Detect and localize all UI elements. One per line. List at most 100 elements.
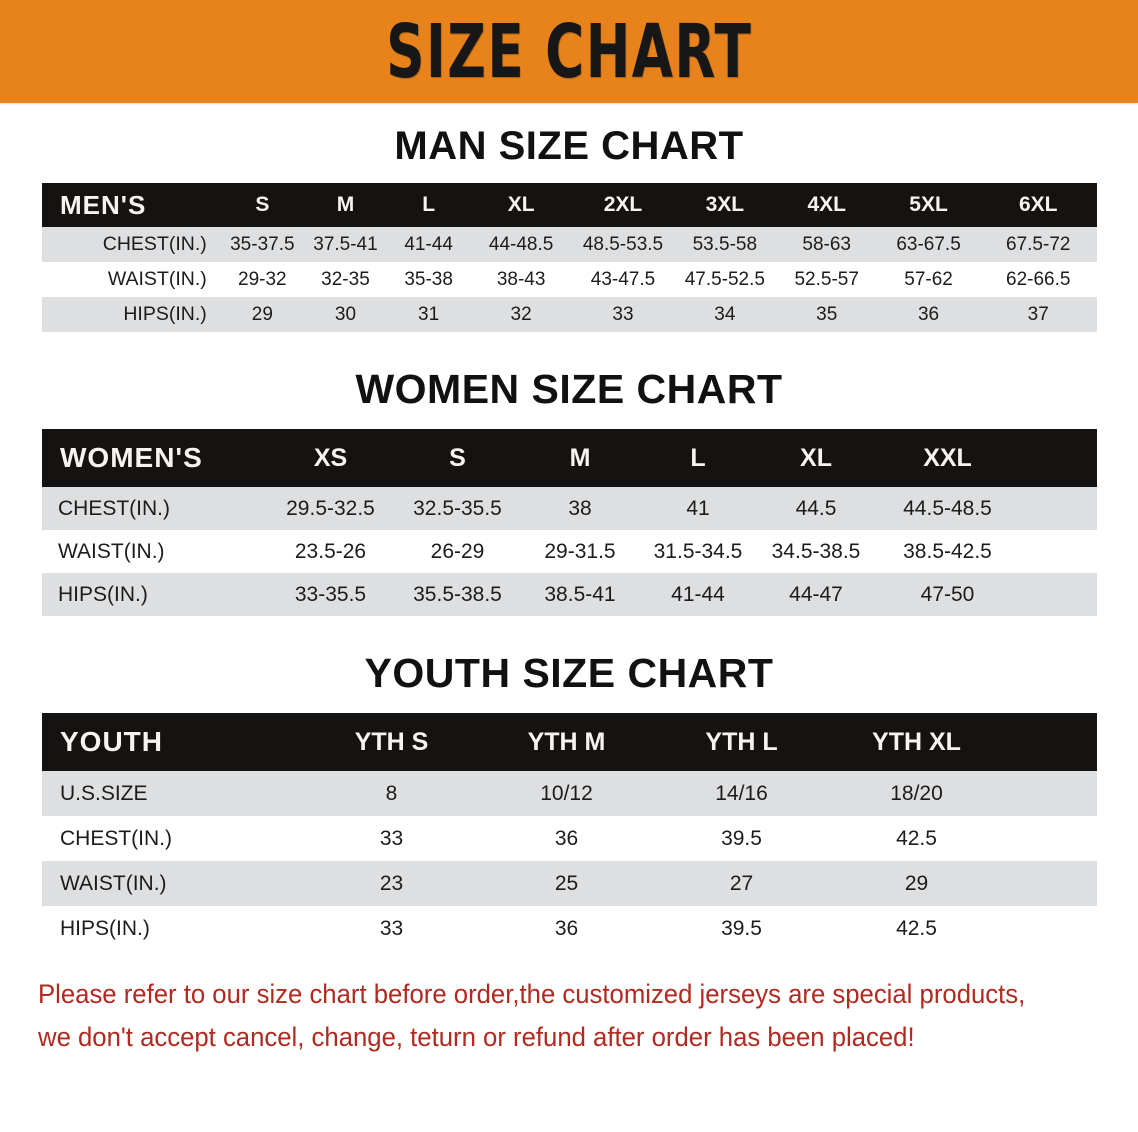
man-column-header-l: L	[422, 193, 436, 216]
man-chest-l: 41-44	[404, 233, 453, 255]
women-chest-xs: 29.5-32.5	[286, 496, 375, 520]
youth-header-row: YOUTH YTH S YTH M YTH L YTH XL	[42, 713, 1097, 771]
table-row: HIPS(IN.) 33-35.5 35.5-38.5 38.5-41 41-4…	[42, 573, 1097, 616]
man-waist-s: 29-32	[238, 268, 287, 290]
youth-table-header: YOUTH YTH S YTH M YTH L YTH XL	[42, 713, 1097, 771]
man-waist-3xl: 47.5-52.5	[684, 268, 765, 290]
man-hips-m: 30	[334, 303, 357, 325]
man-hips-6xl: 37	[1027, 303, 1049, 325]
man-waist-4xl: 52.5-57	[794, 268, 859, 290]
man-column-header-xl: XL	[507, 193, 535, 216]
youth-size-table: YOUTH YTH S YTH M YTH L YTH XL U.S.SIZE …	[42, 713, 1097, 951]
man-row-label-waist: WAIST(IN.)	[107, 268, 207, 290]
youth-waist-spacer	[1004, 861, 1097, 906]
women-chest-spacer	[1020, 487, 1097, 530]
women-row-label-chest: CHEST(IN.)	[58, 496, 170, 520]
man-chest-4xl: 58-63	[802, 233, 851, 255]
youth-waist-s: 23	[379, 871, 404, 895]
youth-hips-xl: 42.5	[896, 916, 937, 940]
youth-chest-spacer	[1004, 816, 1097, 861]
youth-row-label-hips: HIPS(IN.)	[60, 916, 150, 940]
youth-chest-l: 39.5	[721, 826, 762, 850]
youth-hips-m: 36	[554, 916, 579, 940]
man-hips-xl: 32	[510, 303, 532, 325]
table-row: U.S.SIZE 8 10/12 14/16 18/20	[42, 771, 1097, 816]
youth-column-header-xl: YTH XL	[872, 727, 961, 756]
table-row: WAIST(IN.) 23 25 27 29	[42, 861, 1097, 906]
youth-ussize-xl: 18/20	[890, 781, 943, 805]
man-chest-xl: 44-48.5	[488, 233, 554, 255]
women-corner-label: WOMEN'S	[60, 442, 203, 473]
man-waist-6xl: 62-66.5	[1006, 268, 1071, 290]
youth-row-label-waist: WAIST(IN.)	[60, 871, 167, 895]
youth-row-label-chest: CHEST(IN.)	[60, 826, 172, 850]
youth-ussize-l: 14/16	[715, 781, 768, 805]
women-section-title: WOMEN SIZE CHART	[355, 366, 783, 412]
women-header-row: WOMEN'S XS S M L XL XXL	[42, 429, 1097, 487]
disclaimer-line-1: Please refer to our size chart before or…	[38, 979, 1026, 1009]
women-waist-s: 26-29	[430, 539, 485, 563]
women-hips-l: 41-44	[671, 582, 725, 606]
women-waist-l: 31.5-34.5	[653, 539, 743, 563]
man-chest-2xl: 48.5-53.5	[582, 233, 664, 255]
youth-waist-l: 27	[729, 871, 754, 895]
women-column-header-l: L	[690, 443, 706, 472]
women-column-header-m: M	[569, 443, 591, 472]
man-section-title: MAN SIZE CHART	[394, 124, 744, 168]
youth-column-header-s: YTH S	[354, 727, 429, 756]
women-column-header-spacer	[1020, 429, 1097, 487]
youth-chest-s: 33	[379, 826, 404, 850]
man-hips-4xl: 35	[816, 303, 838, 325]
table-row: CHEST(IN.) 33 36 39.5 42.5	[42, 816, 1097, 861]
women-chest-xxl: 44.5-48.5	[903, 496, 992, 520]
youth-waist-xl: 29	[904, 871, 929, 895]
man-hips-s: 29	[251, 303, 273, 325]
man-row-label-hips: HIPS(IN.)	[123, 303, 207, 325]
youth-row-label-us-size: U.S.SIZE	[60, 781, 148, 805]
women-waist-xl: 34.5-38.5	[771, 539, 861, 563]
women-waist-m: 29-31.5	[544, 539, 616, 563]
man-hips-5xl: 36	[917, 303, 940, 325]
youth-column-header-l: YTH L	[705, 727, 778, 756]
man-row-label-chest: CHEST(IN.)	[102, 233, 207, 255]
man-column-header-4xl: 4XL	[807, 193, 846, 216]
youth-column-header-m: YTH M	[527, 727, 606, 756]
women-chest-s: 32.5-35.5	[413, 496, 502, 520]
man-waist-2xl: 43-47.5	[590, 268, 656, 290]
man-table-body: CHEST(IN.) 35-37.5 37.5-41 41-44 44-48.5…	[42, 227, 1097, 332]
youth-ussize-m: 10/12	[540, 781, 593, 805]
man-column-header-m: M	[336, 193, 355, 216]
man-chest-6xl: 67.5-72	[1006, 233, 1071, 255]
youth-column-header-spacer	[1004, 713, 1097, 771]
man-hips-2xl: 33	[612, 303, 634, 325]
table-row: CHEST(IN.) 29.5-32.5 32.5-35.5 38 41 44.…	[42, 487, 1097, 530]
man-column-header-2xl: 2XL	[603, 193, 643, 216]
women-chest-xl: 44.5	[795, 496, 837, 520]
table-row: HIPS(IN.) 29 30 31 32 33 34 35 36 37	[42, 297, 1097, 332]
man-column-header-5xl: 5XL	[909, 193, 948, 216]
women-column-header-s: S	[449, 443, 466, 472]
youth-size-table-wrapper: YOUTH YTH S YTH M YTH L YTH XL U.S.SIZE …	[0, 713, 1138, 951]
women-row-label-hips: HIPS(IN.)	[58, 582, 148, 606]
women-column-header-xl: XL	[800, 443, 832, 472]
women-waist-xxl: 38.5-42.5	[903, 539, 992, 563]
youth-section-title: YOUTH SIZE CHART	[364, 650, 774, 696]
women-column-header-xxl: XXL	[923, 443, 972, 472]
man-size-table: MEN'S S M L XL 2XL 3XL 4XL 5XL 6XL CHEST…	[42, 183, 1097, 332]
women-hips-spacer	[1020, 573, 1097, 616]
man-chest-m: 37.5-41	[313, 233, 378, 255]
man-chest-3xl: 53.5-58	[692, 233, 758, 255]
page-banner: SIZE CHART	[0, 0, 1138, 103]
man-column-header-6xl: 6XL	[1018, 193, 1058, 216]
man-column-header-s: S	[255, 193, 270, 216]
man-waist-l: 35-38	[404, 268, 453, 290]
table-row: WAIST(IN.) 29-32 32-35 35-38 38-43 43-47…	[42, 262, 1097, 297]
women-chest-l: 41	[686, 496, 710, 520]
women-row-label-waist: WAIST(IN.)	[58, 539, 165, 563]
order-policy-disclaimer: Please refer to our size chart before or…	[38, 973, 1068, 1059]
table-row: HIPS(IN.) 33 36 39.5 42.5	[42, 906, 1097, 951]
page-title: SIZE CHART	[385, 8, 753, 95]
youth-hips-s: 33	[379, 916, 404, 940]
youth-hips-spacer	[1004, 906, 1097, 951]
youth-corner-label: YOUTH	[60, 726, 163, 757]
